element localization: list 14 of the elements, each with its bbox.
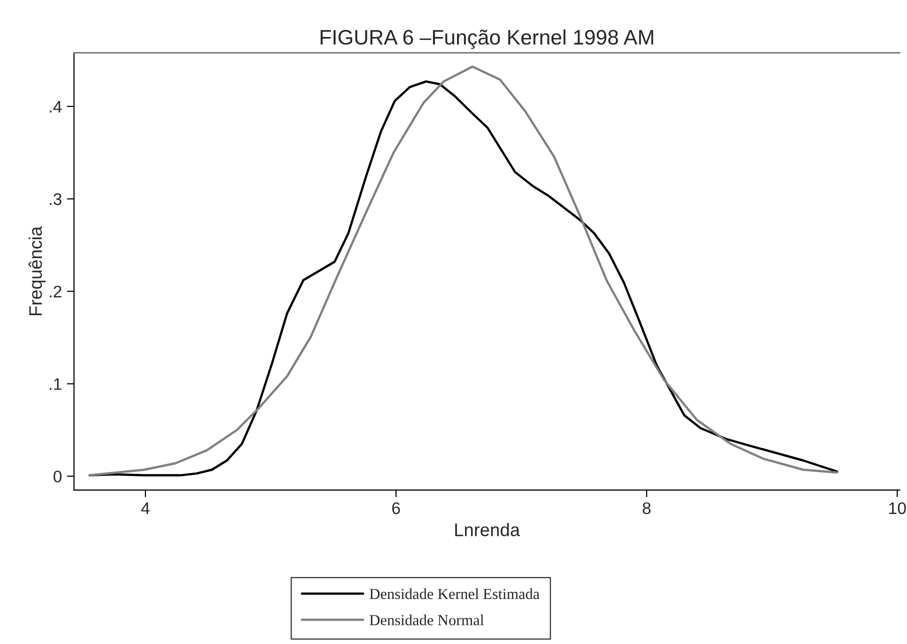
y-tick-label: 0 bbox=[54, 470, 62, 482]
y-tick-label: .3 bbox=[50, 193, 62, 206]
x-axis-title: Lnrenda bbox=[455, 522, 520, 536]
x-tick-label: 6 bbox=[392, 502, 400, 514]
y-tick-label: .4 bbox=[50, 101, 62, 112]
legend-label: Densidade Normal bbox=[370, 614, 484, 626]
x-tick-label: 10 bbox=[889, 502, 906, 514]
x-tick-label: 4 bbox=[141, 502, 150, 514]
x-tick-label: 8 bbox=[642, 502, 651, 514]
y-tick-label: .1 bbox=[50, 378, 62, 390]
chart-title: FIGURA 6 –Função Kernel 1998 AM bbox=[320, 29, 654, 49]
y-axis-title: Frequência bbox=[28, 226, 46, 316]
legend-label: Densidade Kernel Estimada bbox=[370, 588, 540, 600]
y-tick-label: .2 bbox=[50, 286, 62, 298]
